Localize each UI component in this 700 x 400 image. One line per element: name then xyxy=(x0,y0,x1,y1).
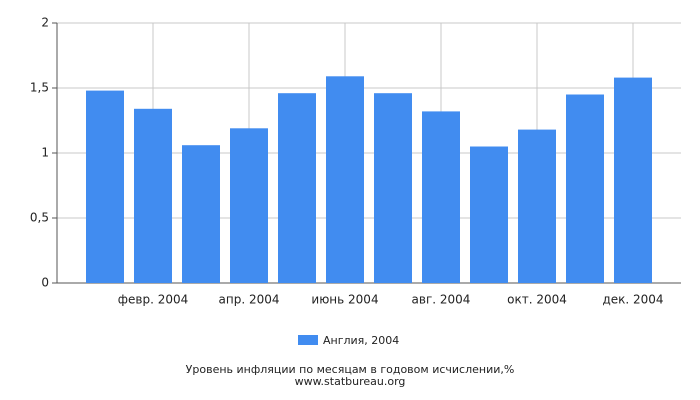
bar xyxy=(422,111,460,284)
legend-label: Англия, 2004 xyxy=(323,334,399,347)
bar xyxy=(278,93,316,283)
x-tick-label: июнь 2004 xyxy=(311,293,378,307)
footer-title: Уровень инфляции по месяцам в годовом ис… xyxy=(186,363,515,376)
bar xyxy=(230,128,268,283)
bar xyxy=(134,108,172,283)
y-tick-label: 2 xyxy=(41,16,49,30)
bar xyxy=(182,145,220,283)
y-tick-label: 1,5 xyxy=(30,81,49,95)
bar xyxy=(326,76,364,283)
y-tick-label: 0,5 xyxy=(30,211,49,225)
bar xyxy=(374,93,412,283)
x-tick-label: февр. 2004 xyxy=(118,293,189,307)
bar xyxy=(518,129,556,283)
footer-source: www.statbureau.org xyxy=(295,375,406,388)
x-tick-label: дек. 2004 xyxy=(602,293,663,307)
x-tick-label: авг. 2004 xyxy=(412,293,471,307)
bar xyxy=(470,146,508,283)
y-tick-label: 0 xyxy=(41,276,49,290)
bar xyxy=(566,94,604,283)
bar xyxy=(614,77,652,283)
y-tick-label: 1 xyxy=(41,146,49,160)
x-tick-label: апр. 2004 xyxy=(219,293,280,307)
x-tick-label: окт. 2004 xyxy=(507,293,567,307)
legend-swatch xyxy=(298,335,318,345)
bar xyxy=(86,90,124,283)
